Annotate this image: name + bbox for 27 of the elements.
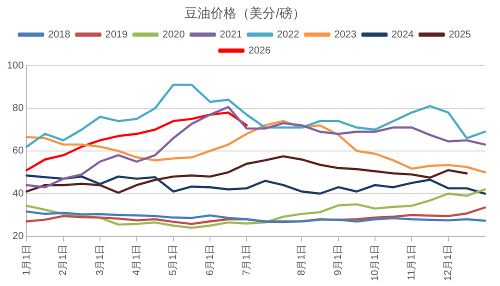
y-tick-label: 100 bbox=[6, 60, 24, 72]
y-tick-label: 60 bbox=[12, 146, 24, 157]
x-tick-label: 7月1日 bbox=[241, 244, 252, 276]
x-tick-label: 10月1日 bbox=[370, 244, 381, 282]
x-tick-label: 11月1日 bbox=[406, 244, 418, 280]
x-tick-label: 5月1日 bbox=[168, 244, 180, 276]
y-tick-label: 20 bbox=[12, 231, 24, 242]
y-tick-label: 80 bbox=[12, 103, 24, 114]
legend-label: 2019 bbox=[105, 29, 128, 40]
legend-label: 2022 bbox=[277, 29, 300, 40]
x-tick-label: 3月1日 bbox=[94, 244, 106, 276]
legend-label: 2021 bbox=[220, 29, 242, 40]
y-tick-label: 40 bbox=[12, 188, 24, 200]
legend-label: 2024 bbox=[391, 29, 414, 40]
legend-label: 2018 bbox=[48, 29, 71, 40]
x-tick-label: 4月1日 bbox=[131, 244, 142, 276]
x-tick-label: 6月1日 bbox=[204, 244, 216, 276]
x-tick-label: 9月1日 bbox=[333, 244, 344, 276]
x-tick-label: 12月1日 bbox=[443, 244, 454, 282]
legend-label: 2025 bbox=[448, 29, 472, 40]
chart-title: 豆油价格（美分/磅） bbox=[184, 5, 306, 20]
legend-label: 2023 bbox=[334, 29, 357, 40]
x-tick-label: 8月1日 bbox=[296, 244, 308, 276]
legend-label: 2026 bbox=[248, 45, 272, 56]
x-tick-label: 1月1日 bbox=[21, 244, 32, 276]
legend-label: 2020 bbox=[162, 29, 186, 40]
x-tick-label: 2月1日 bbox=[58, 244, 70, 276]
